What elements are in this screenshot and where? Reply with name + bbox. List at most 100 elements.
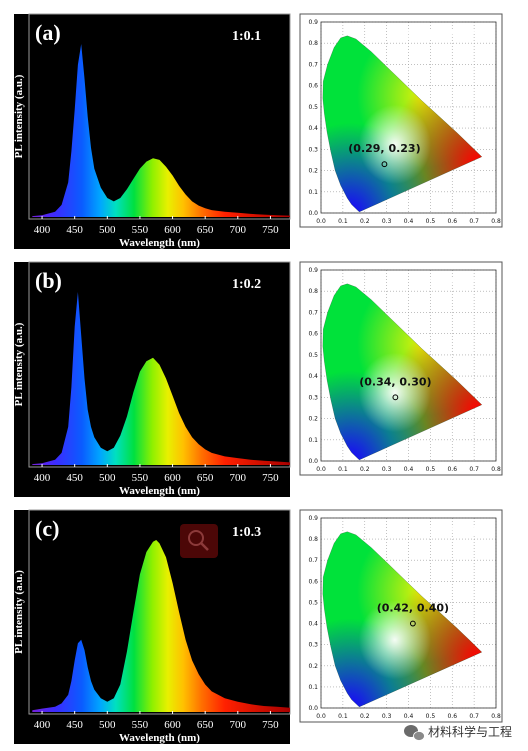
x-tick-label: 600 [164, 472, 181, 484]
cie-y-tick-label: 0.5 [308, 104, 318, 111]
ratio-label: 1:0.2 [232, 277, 261, 292]
cie-x-tick-label: 0.3 [382, 218, 392, 225]
watermark-text: 材料科学与工程 [428, 724, 512, 739]
x-tick-label: 700 [230, 719, 247, 731]
cie-y-tick-label: 0.2 [308, 663, 318, 670]
cie-y-tick-label: 0.7 [308, 61, 318, 68]
cie-x-tick-label: 0.2 [360, 218, 370, 225]
cie-x-tick-label: 0.6 [447, 713, 457, 720]
chromaticity-point [381, 161, 388, 168]
cie-x-tick-label: 0.0 [316, 218, 326, 225]
cie-x-tick-label: 0.1 [338, 466, 348, 473]
x-tick-label: 750 [262, 719, 279, 731]
cie-y-tick-label: 0.0 [308, 705, 318, 712]
cie-y-tick-label: 0.0 [308, 458, 318, 465]
cie-x-tick-label: 0.1 [338, 218, 348, 225]
cie-y-tick-label: 0.7 [308, 557, 318, 564]
cie-locus-outline [322, 283, 483, 461]
cie-y-tick-label: 0.6 [308, 331, 318, 338]
cie-x-tick-label: 0.4 [404, 713, 414, 720]
cie-panel-1: 0.0 0.1 0.2 0.3 0.4 0.5 0.6 0.7 0.8 0.0 0.1 0.2 0.3 0… [299, 13, 503, 228]
cie-x-tick-label: 0.7 [469, 713, 479, 720]
x-label-band [29, 219, 290, 249]
y-axis-label: PL intensity (a.u.) [13, 570, 25, 654]
cie-y-tick-label: 0.5 [308, 352, 318, 359]
cie-plot-border [320, 21, 497, 214]
cie-x-tick-label: 0.3 [382, 466, 392, 473]
y-axis-label: PL intensity (a.u.) [13, 322, 25, 406]
x-label-band [29, 467, 290, 497]
x-tick-label: 750 [262, 224, 279, 236]
cie-y-tick-label: 0.3 [308, 394, 318, 401]
x-tick-label: 650 [197, 472, 214, 484]
cie-x-tick-label: 0.6 [447, 466, 457, 473]
cie-x-tick-label: 0.6 [447, 218, 457, 225]
spectrum-panel-3: (c) 1:0.3 400 450 500 550 600 650 700 750 Waveleng… [13, 509, 291, 744]
cie-x-tick-label: 0.8 [491, 218, 501, 225]
spectrum-curve [32, 292, 290, 465]
ratio-label: 1:0.3 [232, 525, 261, 540]
cct-label: CCT=3221 K [412, 525, 492, 540]
cct-label: CCT=15170 K [405, 29, 492, 44]
cie-x-tick-label: 0.1 [338, 713, 348, 720]
x-tick-label: 700 [230, 224, 247, 236]
chromaticity-point-label: (0.34, 0.30) [359, 375, 431, 388]
cie-y-tick-label: 0.8 [308, 40, 318, 47]
cie-y-tick-label: 0.1 [308, 437, 318, 444]
chromaticity-point-label: (0.42, 0.40) [377, 602, 449, 615]
chromaticity-point [409, 620, 416, 627]
chromaticity-point-label: (0.29, 0.23) [348, 142, 420, 155]
cie-y-tick-label: 0.2 [308, 416, 318, 423]
x-tick-label: 500 [99, 472, 116, 484]
x-tick-label: 450 [66, 472, 83, 484]
y-axis-label: PL intensity (a.u.) [13, 74, 25, 158]
panel-label: (c) [35, 516, 59, 541]
cie-y-tick-label: 0.9 [308, 267, 318, 274]
cie-y-tick-label: 0.1 [308, 189, 318, 196]
cie-x-tick-label: 0.8 [491, 713, 501, 720]
x-tick-label: 450 [66, 719, 83, 731]
spectrum-panel-2: (b) 1:0.2 400 450 500 550 600 650 700 750 Waveleng… [13, 261, 291, 497]
cie-y-tick-label: 0.1 [308, 684, 318, 691]
cie-x-tick-label: 0.5 [426, 713, 436, 720]
cie-y-tick-label: 0.8 [308, 536, 318, 543]
cct-label: CCT=5260 K [412, 277, 492, 292]
cie-y-tick-label: 0.9 [308, 19, 318, 26]
cie-y-tick-label: 0.6 [308, 578, 318, 585]
cie-x-tick-label: 0.8 [491, 466, 501, 473]
cie-x-tick-label: 0.4 [404, 466, 414, 473]
search-icon-bg [180, 524, 218, 558]
cie-x-tick-label: 0.0 [316, 713, 326, 720]
x-tick-label: 750 [262, 472, 279, 484]
x-tick-label: 600 [164, 224, 181, 236]
x-tick-label: 650 [197, 224, 214, 236]
cie-y-tick-label: 0.3 [308, 642, 318, 649]
cie-x-tick-label: 0.5 [426, 466, 436, 473]
cie-plot-border [320, 269, 497, 462]
x-axis-label: Wavelength (nm) [119, 732, 200, 744]
panel-label: (b) [35, 268, 62, 293]
cie-x-tick-label: 0.2 [360, 713, 370, 720]
y-label-band [14, 510, 29, 744]
cie-y-tick-label: 0.8 [308, 288, 318, 295]
y-label-band [14, 14, 29, 249]
search-icon-handle [200, 542, 209, 551]
cie-y-tick-label: 0.9 [308, 515, 318, 522]
cie-x-tick-label: 0.0 [316, 466, 326, 473]
cie-x-tick-label: 0.7 [469, 218, 479, 225]
cie-locus-outline [322, 35, 483, 213]
cie-x-tick-label: 0.7 [469, 466, 479, 473]
cie-y-tick-label: 0.4 [308, 125, 318, 132]
cie-panel-3: 0.0 0.1 0.2 0.3 0.4 0.5 0.6 0.7 0.8 0.0 0.1 0.2 0.3 0… [299, 509, 503, 723]
x-label-band [29, 714, 290, 744]
x-tick-label: 550 [132, 472, 149, 484]
cie-y-tick-label: 0.4 [308, 373, 318, 380]
ratio-label: 1:0.1 [232, 29, 261, 44]
x-tick-label: 450 [66, 224, 83, 236]
x-tick-label: 550 [132, 224, 149, 236]
x-tick-label: 400 [34, 224, 51, 236]
y-label-band [14, 262, 29, 497]
x-tick-label: 400 [34, 719, 51, 731]
cie-y-tick-label: 0.0 [308, 210, 318, 217]
cie-y-tick-label: 0.5 [308, 599, 318, 606]
